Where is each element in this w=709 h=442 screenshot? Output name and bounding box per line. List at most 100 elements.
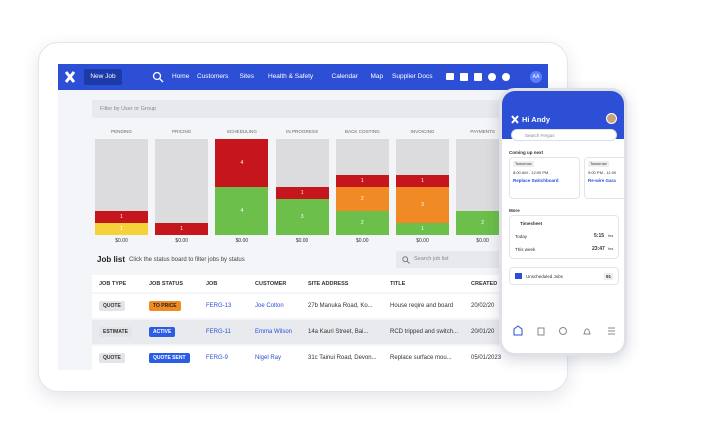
nav-link[interactable]: Home (172, 73, 190, 80)
segment-label: 1 (421, 178, 424, 184)
segment-label: 1 (300, 190, 304, 196)
column-header[interactable]: CREATED (471, 281, 498, 287)
segment-label: 1 (120, 214, 123, 220)
table-cell[interactable]: FERG-11 (206, 329, 231, 335)
timesheet-card[interactable]: Timesheet Today 5:15 hrs This week 23:47… (509, 215, 619, 259)
status-segment (396, 175, 449, 187)
table-cell: Replace surface mou... (390, 355, 452, 361)
table-cell[interactable]: Joe Colton (255, 303, 284, 309)
table-cell: 14a Kauri Street, Bai... (308, 329, 369, 335)
table-cell[interactable]: Nigel Ray (255, 355, 282, 361)
search-icon (402, 256, 410, 264)
nav-icons[interactable] (444, 71, 534, 83)
table-cell: 05/01/2023 (471, 355, 502, 361)
table-cell: RCD tripped and switch... (390, 329, 459, 335)
job-search[interactable]: Search job list (396, 251, 506, 268)
job-card[interactable]: Tomorrow 9:00 PM - 11:00 Re-wire Gara (584, 157, 624, 199)
segment-label: 3 (300, 214, 304, 220)
status-segment (335, 187, 389, 211)
column-header[interactable]: CUSTOMER (255, 281, 287, 287)
unscheduled-count: 91 (604, 273, 614, 280)
job-type-badge: QUOTE (99, 301, 125, 311)
segment-label: 1 (120, 226, 123, 232)
new-job-button[interactable]: New Job (84, 69, 122, 85)
column-header[interactable]: SITE ADDRESS (308, 281, 349, 287)
segment-label: 1 (360, 178, 364, 184)
status-amount: $0.00 (416, 238, 429, 244)
column-header[interactable]: JOB (206, 281, 218, 287)
status-amount: $0.00 (476, 238, 489, 244)
tab-bar[interactable] (502, 325, 624, 339)
table-header (92, 275, 548, 292)
nav-link[interactable]: Supplier Docs (392, 73, 433, 80)
card-time: 9:00 PM - 11:00 (588, 170, 617, 175)
table-cell: House reqire and board (390, 303, 454, 309)
timesheet-unit: hrs (608, 247, 614, 251)
column-header[interactable]: JOB STATUS (149, 281, 184, 287)
search-placeholder: Search job list (414, 256, 449, 262)
column-header[interactable]: JOB TYPE (99, 281, 127, 287)
status-segment (215, 139, 269, 187)
status-column[interactable]: 2 2 1 (335, 139, 389, 235)
job-status-badge: ACTIVE (149, 327, 176, 337)
status-segment (275, 199, 329, 235)
unscheduled-label: Unscheduled Jobs (526, 274, 564, 279)
table-cell[interactable]: Emma Wilson (255, 329, 293, 335)
segment-label: 1 (421, 226, 424, 232)
status-amount: $0.00 (235, 238, 249, 244)
card-day: Tomorrow (588, 161, 609, 167)
profile-photo[interactable] (606, 113, 617, 124)
filter-input[interactable]: Filter by User or Group (92, 100, 548, 118)
segment-label: 2 (360, 196, 364, 202)
segment-label: 1 (180, 226, 184, 232)
nav-link[interactable]: Calendar (331, 73, 358, 80)
status-name: PRICING (172, 129, 192, 134)
nav-link[interactable]: Customers (197, 73, 229, 80)
status-segment (335, 211, 389, 235)
app-screen: New Job AA Home Customers Sites Health & Sa… (58, 64, 548, 370)
table-cell[interactable]: FERG-13 (206, 303, 232, 309)
status-segment (396, 223, 449, 235)
search-placeholder: Search Fergus (525, 133, 555, 138)
section-title: More (509, 208, 520, 213)
table-cell: 20/01/20 (471, 329, 495, 335)
segment-label: 4 (240, 208, 244, 214)
phone-search[interactable]: Search Fergus (511, 129, 617, 141)
column-header[interactable]: TITLE (390, 281, 406, 287)
unscheduled-card[interactable]: Unscheduled Jobs 91 (509, 267, 619, 285)
status-segment (95, 223, 148, 235)
job-card[interactable]: Tomorrow 8:00 AM - 12:00 PM Replace Swit… (509, 157, 580, 199)
card-day: Tomorrow (513, 161, 534, 167)
status-amount: $0.00 (356, 238, 369, 244)
table-cell[interactable]: FERG-9 (206, 355, 229, 361)
nav-link[interactable]: Sites (239, 73, 254, 80)
nav-link[interactable]: Map (370, 73, 384, 80)
section-title: Coming up next (509, 150, 543, 155)
nav-link[interactable]: Health & Safety (268, 73, 314, 80)
status-segment (396, 187, 449, 223)
job-status-badge: QUOTE SENT (149, 353, 190, 363)
phone: Hi Andy Search Fergus Coming up next Tom… (499, 88, 627, 356)
status-name: PAYMENTS (470, 129, 495, 134)
segment-label: 3 (421, 202, 424, 208)
card-time: 8:00 AM - 12:00 PM (513, 170, 549, 175)
table-cell: 20/02/20 (471, 303, 495, 309)
card-title: Re-wire Gara (588, 178, 616, 183)
status-amount: $0.00 (175, 238, 188, 244)
timesheet-label: Today (515, 234, 528, 239)
timesheet-value: 23:47 (592, 246, 605, 252)
status-amount: $0.00 (295, 238, 309, 244)
status-column[interactable]: 1 3 1 (396, 139, 449, 235)
icon (515, 273, 522, 279)
search-icon[interactable] (152, 71, 164, 83)
status-segment (155, 223, 209, 235)
status-name: IN PROGRESS (286, 129, 319, 134)
segment-label: 4 (240, 160, 244, 166)
status-column[interactable]: 1 (155, 139, 209, 235)
nav-bar: New Job AA Home Customers Sites Health & Sa… (58, 64, 548, 90)
segment-label: 2 (360, 220, 364, 226)
avatar[interactable]: AA (530, 71, 542, 83)
